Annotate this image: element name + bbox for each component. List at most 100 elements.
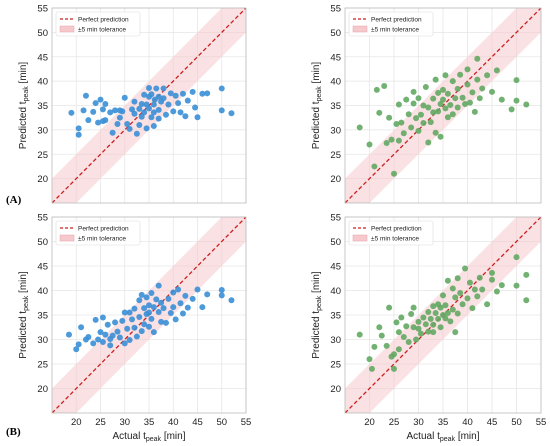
data-point [136,313,143,320]
data-point [410,304,417,311]
y-tick-label: 20 [37,174,48,185]
data-point [437,133,444,140]
data-point [155,282,162,289]
data-point [471,286,478,293]
data-point [160,95,167,102]
data-point [513,254,520,261]
data-point [366,356,373,363]
data-point [162,319,169,326]
data-point [192,104,199,111]
data-point [432,129,439,136]
data-point [116,114,123,121]
data-point [508,106,515,113]
data-point [447,318,454,325]
data-point [440,96,446,103]
data-point [391,170,397,177]
data-point [444,277,451,284]
panel-label-b: (B) [6,426,21,438]
data-point [148,114,155,121]
data-point [136,105,143,112]
data-point [413,336,420,343]
y-tick-label: 55 [330,4,341,15]
y-tick-label: 50 [330,28,341,39]
y-tick-label: 55 [330,213,341,224]
y-axis-label: Predicted tpeak [min] [311,62,323,150]
data-point [462,101,469,108]
data-point [129,106,136,113]
data-point [114,121,121,128]
data-point [146,302,152,309]
data-point [160,85,167,92]
data-point [454,85,461,92]
data-point [430,329,437,336]
data-point [75,125,82,132]
data-point [119,317,126,324]
data-point [395,137,402,144]
data-point [170,304,177,311]
data-point [199,90,206,97]
data-point [427,315,434,322]
data-point [437,304,444,311]
x-tick-label: 55 [241,417,252,428]
legend-box [348,11,434,37]
data-point [146,84,152,91]
x-tick-label: 35 [144,417,155,428]
data-point [155,106,162,113]
data-point [398,119,405,126]
x-tick-label: 35 [438,417,449,428]
data-point [148,289,155,296]
data-point [141,305,148,312]
data-point [457,71,464,78]
data-point [85,334,92,341]
data-point [493,67,500,74]
data-point [75,341,82,348]
legend-box [348,220,434,246]
data-point [95,119,102,126]
data-point [121,340,128,347]
y-tick-label: 30 [37,335,48,346]
legend-band-swatch [352,25,368,33]
data-point [484,301,491,308]
data-point [90,108,97,115]
data-point [435,89,442,96]
data-point [218,85,225,92]
data-point [386,114,393,121]
y-tick-label: 45 [330,52,341,63]
data-point [523,271,530,278]
data-point [449,306,456,313]
data-point [194,114,201,121]
data-point [376,324,383,331]
y-tick-label: 50 [37,28,48,39]
data-point [415,325,422,332]
data-point [107,342,114,349]
data-point [146,105,152,112]
data-point [126,125,133,132]
data-point [440,86,446,93]
y-axis-label: Predicted tpeak [min] [311,271,323,359]
data-point [165,295,172,302]
data-point [126,309,133,316]
data-point [403,96,410,103]
chart-bottom-right: 20 25 30 35 40 45 50 55 20 25 30 35 40 45 50 55 Predicte… [311,213,546,444]
data-point [413,115,420,122]
y-tick-label: 45 [37,262,48,273]
data-point [435,108,442,115]
data-point [454,310,461,317]
plot-frame [344,216,542,414]
data-point [133,333,140,340]
data-point [151,96,158,103]
data-point [474,76,481,83]
data-point [92,316,99,323]
data-point [393,319,400,326]
y-tick-label: 35 [330,101,341,112]
data-point [148,315,155,322]
data-point [97,96,104,103]
data-point [150,101,157,108]
data-point [175,100,182,107]
data-point [138,101,145,108]
data-point [184,304,191,311]
data-point [177,109,184,116]
data-point [85,117,92,124]
data-point [121,94,128,101]
legend-label-perfect: Perfect prediction [78,226,129,233]
